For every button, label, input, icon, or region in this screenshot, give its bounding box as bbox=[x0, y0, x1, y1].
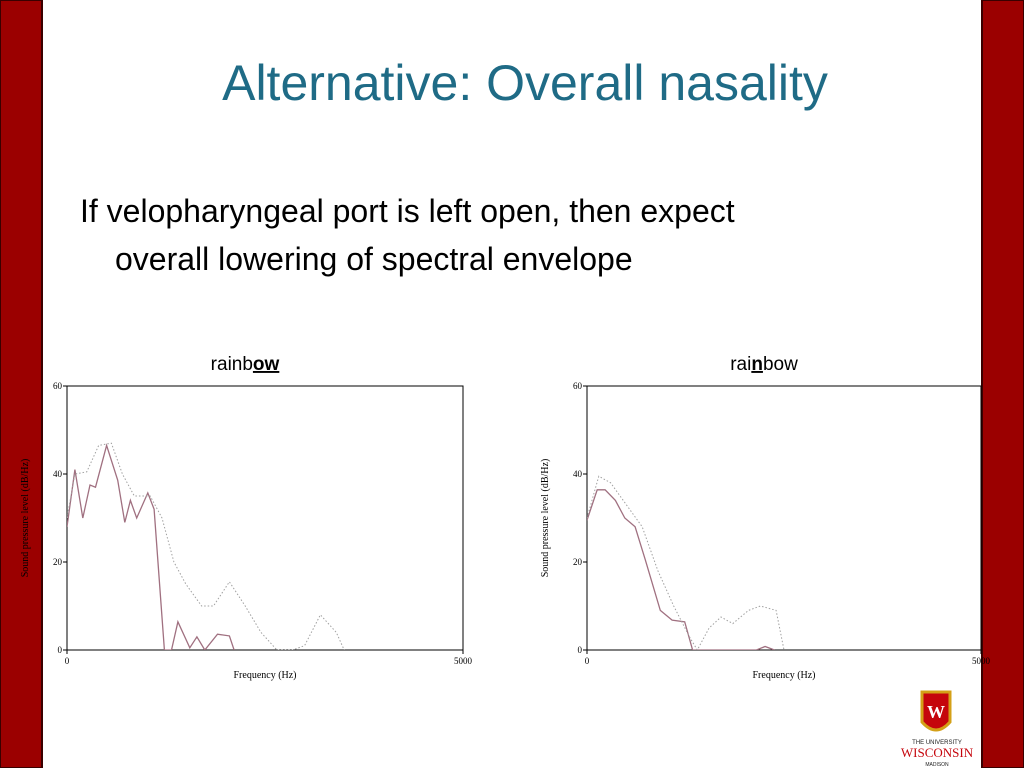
chart-title: rainbow bbox=[211, 354, 280, 375]
logo-text: THE UNIVERSITY bbox=[912, 740, 962, 746]
crest bbox=[920, 690, 952, 732]
y-tick-label: 20 bbox=[53, 557, 63, 567]
body-line: overall lowering of spectral envelope bbox=[115, 241, 633, 277]
x-tick-label: 5000 bbox=[972, 656, 991, 666]
right-band bbox=[981, 0, 1024, 768]
y-tick-label: 40 bbox=[573, 469, 583, 479]
x-tick-label: 5000 bbox=[454, 656, 473, 666]
x-axis-label: Frequency (Hz) bbox=[752, 670, 815, 681]
crest-letter: W bbox=[927, 702, 945, 722]
spectrum-line bbox=[587, 475, 785, 650]
y-tick-label: 40 bbox=[53, 469, 63, 479]
y-tick-label: 60 bbox=[573, 381, 583, 391]
spectrum-line bbox=[587, 489, 775, 650]
y-tick-label: 0 bbox=[58, 645, 63, 655]
y-axis-label: Sound pressure level (dB/Hz) bbox=[540, 459, 551, 578]
title-part: ow bbox=[253, 354, 280, 375]
title-part: bow bbox=[763, 354, 798, 375]
spectrum-line bbox=[67, 442, 345, 650]
y-tick-label: 0 bbox=[578, 645, 583, 655]
x-axis-label: Frequency (Hz) bbox=[233, 670, 296, 681]
y-tick-label: 20 bbox=[573, 557, 583, 567]
x-tick-label: 0 bbox=[65, 656, 70, 666]
left-band bbox=[0, 0, 43, 768]
y-axis-label: Sound pressure level (dB/Hz) bbox=[20, 459, 31, 578]
title-part: n bbox=[751, 354, 763, 375]
x-tick-label: 0 bbox=[585, 656, 590, 666]
plot-frame bbox=[586, 385, 982, 651]
logo-text: WISCONSIN bbox=[901, 745, 974, 760]
y-tick-label: 60 bbox=[53, 381, 63, 391]
title-part: rai bbox=[730, 354, 751, 375]
spectrum-line bbox=[67, 443, 235, 650]
slide-title: Alternative: Overall nasality bbox=[222, 55, 828, 111]
chart-title: rainbow bbox=[730, 354, 798, 375]
title-part: rainb bbox=[211, 354, 253, 375]
logo: W THE UNIVERSITY WISCONSIN MADISON bbox=[901, 690, 974, 768]
logo-text: MADISON bbox=[925, 762, 949, 768]
body-line: If velopharyngeal port is left open, the… bbox=[80, 193, 735, 229]
